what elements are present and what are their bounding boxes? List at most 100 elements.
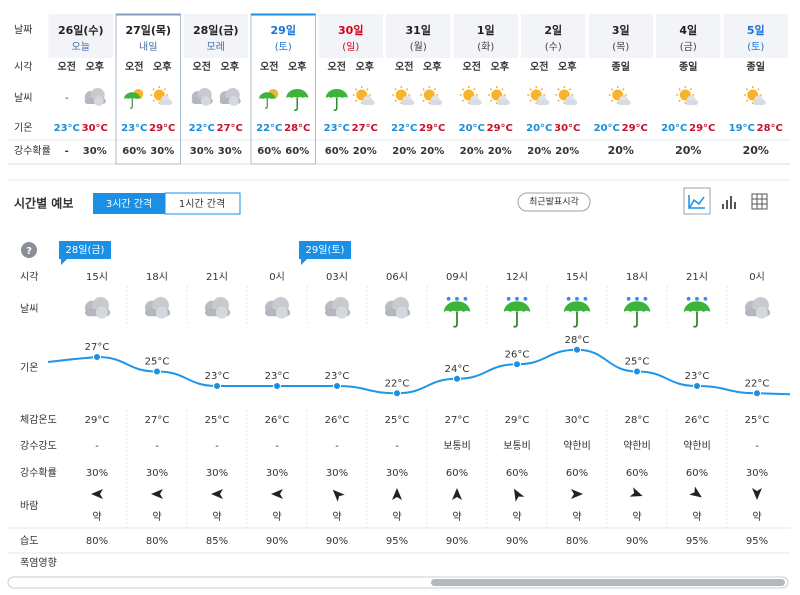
row-label: 습도 <box>20 535 38 547</box>
temp-high: 28°C <box>757 123 783 134</box>
help-icon[interactable] <box>21 242 37 258</box>
date-sub: (월) <box>410 41 427 53</box>
date: 3일 <box>612 23 630 37</box>
feels-like: 29°C <box>505 415 530 426</box>
cloud-part <box>685 100 699 105</box>
precip: 30% <box>86 468 108 479</box>
sun-ray <box>152 88 155 91</box>
wind-strength: 약 <box>332 511 341 523</box>
cloud-part <box>335 306 348 319</box>
cloud-part <box>755 306 768 319</box>
period: 오전 <box>395 60 413 73</box>
temperature-label: 28°C <box>565 335 590 346</box>
humidity: 90% <box>446 536 468 547</box>
date-sub: (수) <box>545 41 562 53</box>
cloud-part <box>93 96 104 106</box>
sun-cloud-icon <box>420 86 443 105</box>
sun-cloud-icon <box>676 86 699 105</box>
wind-strength: 약 <box>632 511 641 523</box>
help-label: ? <box>26 246 32 257</box>
wind-arrow <box>514 488 525 502</box>
temperature-point <box>513 360 521 369</box>
date: 4일 <box>679 23 697 37</box>
row-label: 날씨 <box>20 303 38 315</box>
time: 15시 <box>566 271 588 283</box>
time: 03시 <box>326 271 348 283</box>
precip: 20% <box>488 146 512 157</box>
sun-ray <box>461 88 465 91</box>
temperature-label: 22°C <box>745 378 770 389</box>
sun-ray <box>433 88 437 91</box>
umbrella-icon <box>124 92 141 109</box>
row-label: 시각 <box>20 271 38 283</box>
temp-high: 30°C <box>82 123 108 134</box>
period: 오전 <box>58 60 76 73</box>
temp-low: 23°C <box>324 123 350 134</box>
umbrella-top <box>683 301 711 312</box>
feels-like: 25°C <box>205 415 230 426</box>
tab-active[interactable] <box>93 193 165 214</box>
sun-ray <box>557 99 560 102</box>
view-table[interactable] <box>751 193 768 210</box>
rain-drop <box>455 296 459 301</box>
view-bars[interactable] <box>722 196 736 209</box>
date-header-bg <box>116 14 181 58</box>
cloud-part <box>617 100 631 105</box>
date-header-bg <box>723 14 788 58</box>
period: 오후 <box>558 60 576 73</box>
row-label: 기온 <box>20 362 38 374</box>
temperature-point <box>693 382 701 390</box>
cloud-icon <box>205 297 231 319</box>
sun-ray <box>422 99 425 102</box>
temp-low: 20°C <box>661 123 687 134</box>
sun-ray <box>394 99 397 102</box>
temperature-label: 27°C <box>85 342 110 353</box>
intensity: - <box>215 441 219 452</box>
sun-ray <box>501 88 504 91</box>
precip: 60% <box>122 146 146 157</box>
date-flag <box>59 241 111 265</box>
date-header-bg <box>183 14 248 58</box>
sun-ray <box>489 99 493 102</box>
sun-ray <box>529 88 532 91</box>
cloud-part <box>275 306 288 319</box>
date-header-bg <box>48 14 113 58</box>
precip: 30% <box>266 468 288 479</box>
precip: 30% <box>326 468 348 479</box>
humidity: 95% <box>386 536 408 547</box>
curve-stub <box>756 392 791 396</box>
date-sub: (일) <box>342 41 359 53</box>
wind-strength: 약 <box>452 511 461 523</box>
umbrella-top <box>503 301 531 312</box>
period: 오후 <box>356 60 374 73</box>
row-label: 강수확률 <box>14 145 51 157</box>
sun-cloud-icon <box>150 86 173 105</box>
period: 오후 <box>491 60 509 73</box>
sun-cloud-icon <box>459 86 482 105</box>
temperature-point <box>153 367 161 376</box>
cloud-icon <box>145 297 171 319</box>
feels-like: 30°C <box>565 415 590 426</box>
table-icon <box>751 193 768 210</box>
date-sub: (금) <box>680 41 697 53</box>
temperature-label: 26°C <box>505 349 530 360</box>
humidity: 90% <box>266 536 288 547</box>
wind-arrow <box>91 489 103 499</box>
row-label: 바람 <box>20 499 38 512</box>
sun-cloud-icon <box>527 86 550 105</box>
scroll-thumb[interactable] <box>431 579 785 586</box>
temp-high: 27°C <box>352 123 378 134</box>
sun-ray <box>422 88 425 91</box>
view-graph[interactable] <box>683 187 711 215</box>
period: 종일 <box>747 60 765 73</box>
wind-strength: 약 <box>92 511 101 523</box>
umbrella-icon <box>503 296 531 328</box>
humidity: 80% <box>86 536 108 547</box>
rain-drop <box>703 296 708 301</box>
refresh-button[interactable] <box>517 192 591 212</box>
tab[interactable] <box>164 192 241 215</box>
period: 오후 <box>423 60 441 73</box>
cloud-part <box>215 306 228 319</box>
humidity: 90% <box>506 536 528 547</box>
humidity: 90% <box>626 536 648 547</box>
